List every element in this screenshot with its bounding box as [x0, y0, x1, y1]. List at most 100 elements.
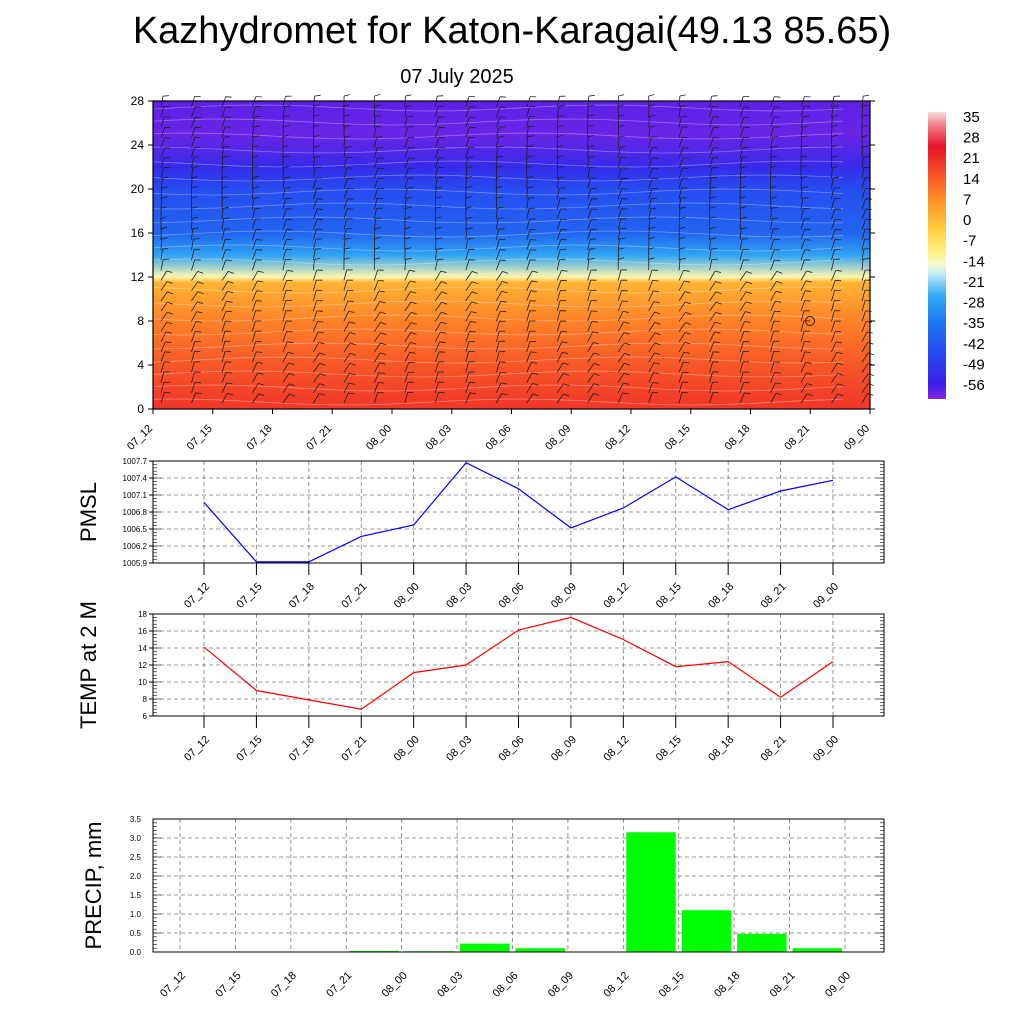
wind-barb [495, 310, 507, 322]
wind-barb [648, 197, 658, 210]
wind-barb-staff [313, 300, 317, 312]
wind-barb-staff [556, 300, 561, 312]
wind-barb [678, 126, 688, 138]
wind-barb-feather [771, 207, 778, 209]
wind-barb-staff [648, 362, 655, 373]
wind-barb [404, 197, 413, 210]
wind-barb-staff [831, 393, 839, 404]
wind-barb [800, 249, 811, 261]
wind-barb [313, 188, 323, 200]
wind-barb [373, 332, 387, 343]
wind-barb-feather [410, 322, 417, 325]
wind-barb-staff [282, 116, 285, 128]
wind-barb-staff [648, 311, 655, 322]
wind-barb-feather [593, 373, 600, 376]
wind-barb [434, 311, 448, 322]
wind-barb [526, 106, 536, 118]
wind-barb [739, 311, 752, 322]
wind-barb-feather [440, 321, 447, 325]
wind-barb-staff [282, 310, 287, 322]
wind-barb-staff [252, 351, 257, 363]
wind-barb-feather [560, 279, 567, 282]
wind-barb [252, 165, 259, 179]
wind-barb-feather [258, 383, 265, 386]
wind-barb-staff [648, 290, 654, 302]
wind-barb [526, 310, 536, 322]
temperature-field [153, 101, 870, 409]
wind-barb [526, 125, 535, 138]
wind-barb-feather [165, 331, 172, 334]
wind-barb [252, 351, 263, 363]
wind-barb-staff [434, 127, 440, 138]
wind-barb-staff [800, 96, 805, 108]
wind-barb-feather [408, 157, 415, 159]
wind-barb-staff [861, 198, 867, 210]
wind-barb [831, 320, 841, 332]
wind-barb-feather [405, 94, 412, 97]
wind-barb-feather [349, 372, 356, 376]
wind-barb-staff [313, 363, 321, 373]
wind-barb [465, 371, 475, 383]
precip-bar [737, 933, 787, 952]
wind-barb-staff [252, 126, 255, 138]
wind-barb-staff [160, 198, 162, 210]
wind-barb-staff [587, 290, 591, 302]
wind-barb-feather [410, 342, 417, 345]
wind-barb-staff [556, 310, 561, 322]
wind-barb-staff [526, 218, 531, 230]
wind-barb [800, 362, 812, 373]
wind-barb-staff [800, 249, 806, 261]
wind-barb-feather [622, 311, 629, 313]
wind-barb [252, 218, 262, 230]
wind-barb-feather [256, 362, 263, 364]
wind-barb-feather [563, 383, 570, 387]
wind-barb-staff [739, 371, 744, 383]
wind-barb [404, 322, 417, 332]
wind-barb-feather [588, 156, 595, 158]
wind-barb [434, 270, 447, 281]
wind-barb-feather [684, 342, 691, 345]
wind-barb-feather [252, 165, 259, 168]
x-tick-label: 09_00 [811, 581, 841, 611]
wind-barb-feather [648, 94, 655, 97]
wind-barb-staff [556, 341, 562, 353]
wind-barb [709, 216, 716, 230]
wind-barb [526, 186, 534, 199]
wind-barb-staff [343, 300, 349, 312]
wind-barb [617, 227, 627, 240]
wind-barb [709, 361, 719, 373]
wind-barb-feather [344, 94, 350, 97]
wind-barb-feather [532, 383, 539, 386]
wind-barb [343, 332, 356, 343]
x-tick-label: 07_21 [324, 970, 354, 1000]
wind-barb [252, 270, 264, 281]
wind-barb [252, 125, 261, 138]
wind-barb-feather [257, 270, 264, 273]
contour-line [152, 188, 844, 196]
wind-barb-staff [465, 321, 471, 332]
x-tick-label: 07_12 [125, 423, 155, 453]
wind-barb-feather [441, 311, 448, 315]
wind-barb [800, 393, 814, 404]
wind-barb-staff [373, 290, 380, 302]
wind-barb [739, 291, 753, 302]
wind-barb [617, 372, 630, 383]
wind-barb-staff [373, 137, 378, 148]
wind-barb [495, 330, 506, 342]
wind-barb [526, 320, 536, 332]
wind-barb-staff [160, 331, 167, 342]
wind-barb-staff [617, 372, 625, 383]
wind-barb-staff [465, 177, 467, 189]
wind-barb-staff [587, 198, 592, 210]
wind-barb [252, 249, 263, 261]
wind-barb [404, 361, 415, 373]
wind-barb [313, 228, 323, 240]
wind-barb [191, 186, 198, 199]
wind-barb [678, 177, 689, 189]
wind-barb [831, 393, 844, 404]
wind-barb-staff [800, 106, 805, 118]
wind-barb [191, 271, 204, 281]
wind-barb [831, 176, 839, 189]
contour-line [152, 216, 843, 224]
wind-barb-feather [436, 248, 443, 250]
